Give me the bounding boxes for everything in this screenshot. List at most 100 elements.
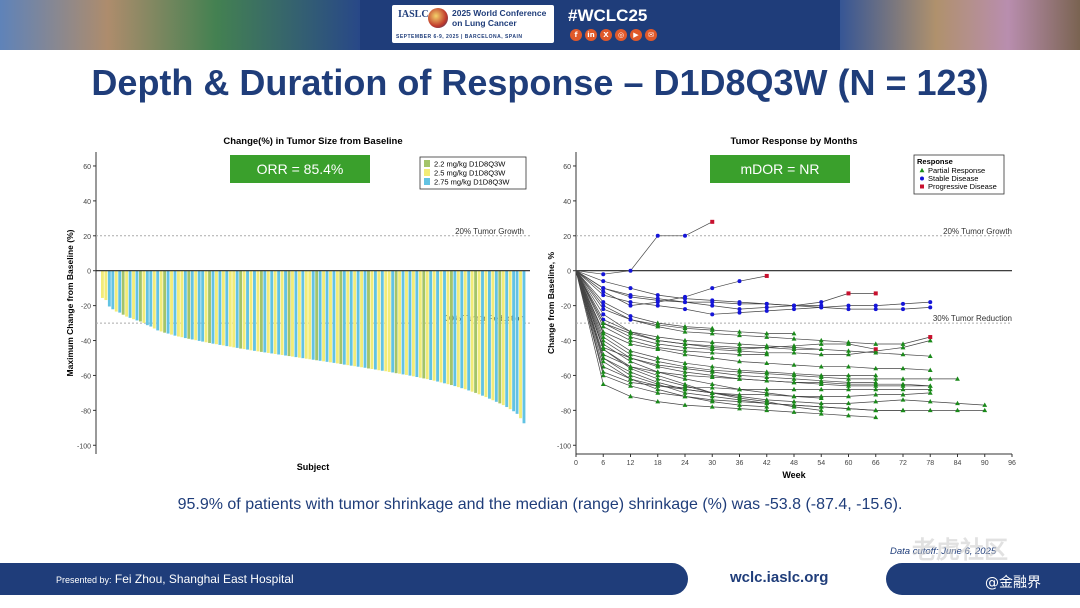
x-tick-label: 54 (817, 460, 825, 467)
marker-partial-response (600, 372, 606, 378)
marker-stable-disease (655, 233, 660, 238)
y-tick-label: -80 (81, 408, 91, 415)
bar (318, 270, 322, 361)
marker-partial-response (682, 325, 688, 331)
marker-partial-response (737, 329, 742, 334)
marker-partial-response (927, 383, 933, 388)
chart-title: Change(%) in Tumor Size from Baseline (223, 136, 402, 147)
x-axis-label: Week (782, 470, 806, 480)
bar (501, 270, 505, 406)
marker-partial-response (900, 351, 906, 357)
orr-badge (230, 155, 370, 183)
facebook-icon[interactable]: f (570, 29, 582, 41)
bar (218, 270, 222, 345)
reference-line-label: 20% Tumor Growth (455, 227, 524, 236)
conference-banner: IASLC 2025 World Conference on Lung Canc… (0, 0, 1080, 50)
marker-stable-disease (873, 303, 878, 308)
marker-partial-response (764, 334, 770, 339)
patient-trajectory (575, 270, 824, 308)
bar (277, 270, 281, 355)
marker-partial-response (628, 372, 633, 378)
y-tick-label: 40 (83, 199, 91, 206)
y-tick-label: 20 (83, 234, 91, 241)
bar (128, 270, 132, 318)
youtube-icon[interactable]: ▶ (630, 29, 642, 41)
marker-partial-response (900, 365, 906, 371)
bar (266, 270, 270, 353)
bar (508, 270, 512, 410)
bar (308, 270, 312, 360)
x-tick-label: 30 (708, 460, 716, 467)
bar (315, 270, 319, 361)
marker-partial-response (873, 407, 879, 413)
marker-partial-response (873, 386, 879, 392)
marker-partial-response (628, 358, 633, 364)
x-icon[interactable]: X (600, 29, 612, 41)
bar (311, 270, 315, 360)
bar (494, 270, 498, 402)
bar (132, 270, 135, 320)
marker-partial-response (709, 399, 715, 404)
barcelona-scene-left (0, 0, 360, 50)
marker-partial-response (655, 369, 661, 374)
marker-partial-response (655, 322, 661, 327)
marker-partial-response (628, 369, 633, 374)
social-icons: f in X ◎ ▶ ✉ (570, 29, 657, 41)
marker-progressive-disease (764, 273, 769, 278)
marker-partial-response (982, 402, 988, 407)
reference-line-label: 30% Tumor Reduction (445, 314, 524, 323)
iaslc-logo: IASLC (398, 9, 429, 20)
marker-partial-response (846, 372, 851, 378)
trajectory-line (575, 221, 713, 275)
instagram-icon[interactable]: ◎ (615, 29, 627, 41)
y-tick-label: -40 (81, 339, 91, 346)
patient-trajectory (575, 270, 824, 413)
x-tick-label: 24 (681, 460, 689, 467)
marker-partial-response (628, 341, 633, 346)
watermark-jrj: @金融界 (985, 575, 1041, 591)
bar (363, 270, 367, 368)
orr-badge-text: ORR = 85.4% (257, 161, 344, 177)
wechat-icon[interactable]: ✉ (645, 29, 657, 41)
trajectory-line (575, 270, 767, 355)
bar (225, 270, 229, 347)
marker-partial-response (655, 334, 661, 339)
slide-title: Depth & Duration of Response – D1D8Q3W (… (91, 62, 989, 103)
marker-partial-response (846, 364, 851, 369)
bar (246, 270, 249, 350)
trajectory-line (575, 270, 931, 357)
website-link[interactable]: wclc.iaslc.org (730, 569, 829, 586)
bar (439, 270, 443, 383)
marker-stable-disease (601, 272, 606, 277)
marker-partial-response (818, 404, 824, 409)
marker-partial-response (791, 330, 797, 336)
marker-partial-response (791, 409, 797, 414)
marker-partial-response (846, 381, 851, 386)
marker-partial-response (655, 358, 661, 364)
bar (460, 270, 464, 389)
trajectory-line (575, 270, 931, 390)
legend-title: Response (917, 157, 953, 166)
y-tick-label: 40 (563, 199, 571, 206)
marker-partial-response (709, 374, 715, 379)
marker-stable-disease (628, 303, 633, 308)
marker-partial-response (846, 348, 851, 353)
y-tick-label: -60 (561, 373, 571, 380)
bar (121, 270, 125, 315)
x-tick-label: 66 (872, 460, 880, 467)
marker-partial-response (873, 376, 879, 381)
marker-partial-response (791, 371, 797, 376)
marker-partial-response (655, 344, 661, 350)
x-tick-label: 12 (627, 460, 635, 467)
marker-stable-disease (792, 303, 796, 308)
bar (208, 270, 211, 343)
footer-right-bar (886, 563, 1080, 595)
bar (329, 270, 332, 363)
linkedin-icon[interactable]: in (585, 29, 597, 41)
marker-partial-response (737, 386, 742, 392)
bar (522, 270, 526, 424)
marker-partial-response (682, 348, 688, 353)
marker-partial-response (628, 351, 633, 357)
legend-label: 2.2 mg/kg D1D8Q3W (434, 160, 506, 169)
marker-stable-disease (764, 305, 769, 310)
